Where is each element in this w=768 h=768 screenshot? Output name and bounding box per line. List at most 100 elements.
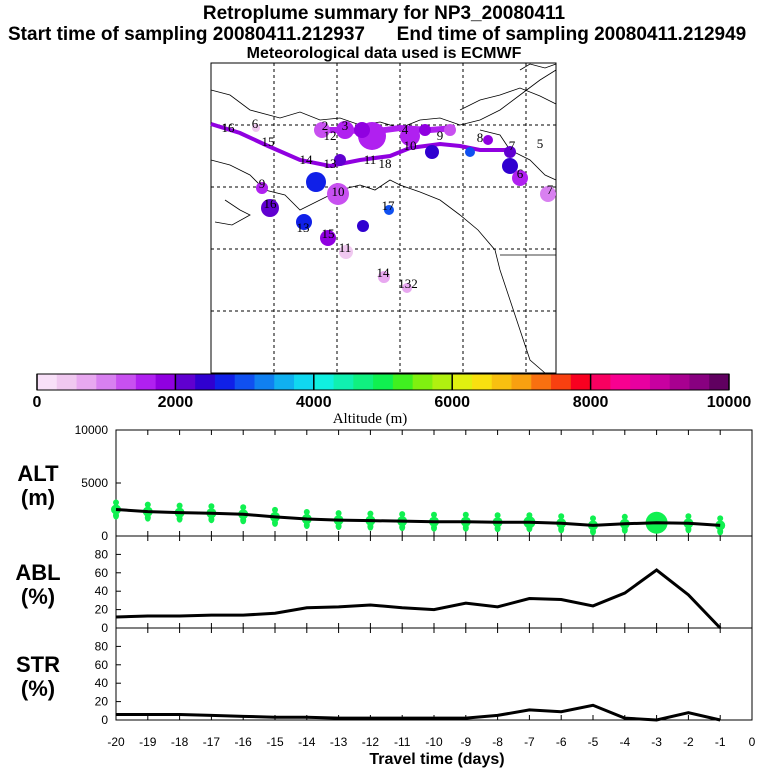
altitude-dot [526, 512, 533, 519]
day-label: 13 [324, 156, 337, 171]
colorbar-swatch [254, 374, 275, 390]
altitude-dot [462, 511, 469, 518]
colorbar-swatch [551, 374, 572, 390]
x-tick-label: -9 [460, 735, 471, 749]
x-tick-label: -4 [619, 735, 630, 749]
x-tick-label: 0 [749, 735, 756, 749]
x-tick-label: -17 [203, 735, 221, 749]
day-label: 14 [377, 265, 391, 280]
y-tick-label: 5000 [81, 476, 108, 490]
colorbar-swatch [76, 374, 97, 390]
day-label: 11 [339, 240, 352, 255]
y-axis-unit: (%) [21, 676, 55, 701]
y-tick-label: 40 [95, 584, 109, 598]
colorbar-swatch [294, 374, 315, 390]
colorbar-swatch [570, 374, 592, 390]
colorbar-swatch [412, 374, 433, 390]
colorbar-swatch [56, 374, 78, 390]
x-tick-label: -1 [715, 735, 726, 749]
altitude-dot [176, 514, 183, 523]
colorbar-swatch [37, 374, 58, 390]
x-tick-label: -11 [394, 735, 411, 749]
altitude-dot [685, 513, 692, 520]
colorbar-tick-label: 4000 [296, 394, 332, 411]
colorbar-swatch [155, 374, 176, 390]
time-series-panels: 0500010000ALT(m)020406080ABL(%)020406080… [15, 423, 755, 749]
altitude-dot [240, 516, 247, 525]
y-axis-label: ALT [17, 461, 59, 486]
day-label: 3 [342, 118, 349, 133]
panel-frame [115, 627, 753, 721]
altitude-spread-dots [111, 499, 726, 536]
colorbar-swatch [649, 374, 671, 390]
x-axis-label: Travel time (days) [369, 751, 504, 768]
altitude-dot [335, 522, 342, 531]
colorbar-swatch [274, 374, 295, 390]
day-label: 6 [252, 116, 259, 131]
colorbar-label: Altitude (m) [333, 411, 408, 427]
altitude-dot [272, 518, 278, 527]
altitude-dot [621, 513, 628, 520]
altitude-dot [113, 511, 119, 520]
end-time-label: End time of sampling 20080411.212949 [396, 24, 747, 45]
colorbar-swatch [392, 374, 414, 390]
colorbar-swatch [630, 374, 651, 390]
colorbar-swatch [333, 374, 354, 390]
day-label: 12 [324, 128, 337, 143]
colorbar-swatch [373, 374, 394, 390]
altitude-dot [335, 510, 342, 517]
altitude-dot [494, 524, 501, 533]
panel-alt: 0 5000 10000 ALT(m) [17, 423, 753, 543]
met-data-label: Meteorological data used is ECMWF [246, 45, 522, 62]
colorbar-swatch [432, 374, 453, 390]
altitude-dot [685, 525, 692, 534]
altitude-dot [431, 511, 437, 518]
colorbar-swatch [709, 374, 730, 390]
colorbar-swatch [491, 374, 513, 390]
colorbar-tick-label: 2000 [158, 394, 194, 411]
day-label: 6 [517, 166, 524, 181]
y-tick-label: 80 [95, 547, 109, 561]
colorbar-swatch [175, 374, 196, 390]
day-label: 15 [322, 226, 335, 241]
colorbar-swatch [471, 374, 493, 390]
colorbar-tick-label: 0 [33, 394, 42, 411]
x-tick-label: -14 [298, 735, 316, 749]
altitude-dot [558, 525, 565, 534]
colorbar-swatch [195, 374, 216, 390]
page-title: Retroplume summary for NP3_20080411 [202, 3, 566, 24]
y-axis-unit: (m) [21, 485, 55, 510]
y-tick-label: 40 [95, 676, 109, 690]
x-tick-label: -8 [492, 735, 503, 749]
y-tick-label: 20 [95, 695, 109, 709]
x-tick-label: -3 [651, 735, 662, 749]
day-label: 2 [322, 118, 329, 133]
y-tick-label: 60 [95, 566, 109, 580]
x-tick-label: -5 [588, 735, 599, 749]
colorbar-swatch [610, 374, 631, 390]
y-axis-unit: (%) [21, 584, 55, 609]
x-tick-label: -6 [556, 735, 567, 749]
x-tick-label: -2 [683, 735, 694, 749]
x-tick-label: -20 [107, 735, 125, 749]
y-axis-label: ABL [15, 560, 60, 585]
day-label: 11 [364, 152, 377, 167]
panel-abl: 0 20 40 60 80 ABL(%) [15, 535, 753, 635]
altitude-dot [717, 515, 724, 522]
trajectory-path [210, 122, 510, 169]
panel-str: 0 20 40 60 80 STR(%) [16, 627, 753, 727]
y-tick-label: 0 [101, 529, 108, 543]
day-label: 16 [264, 196, 278, 211]
x-tick-label: -15 [266, 735, 284, 749]
y-tick-label: 0 [101, 621, 108, 635]
series-line-str [116, 703, 721, 722]
altitude-dot [590, 515, 596, 522]
x-tick-label: -18 [171, 735, 189, 749]
colorbar-swatch [214, 374, 236, 390]
altitude-dot [367, 510, 374, 517]
day-label: 13 [297, 220, 310, 235]
day-label: 5 [537, 136, 544, 151]
colorbar-tick-label: 10000 [707, 394, 752, 411]
